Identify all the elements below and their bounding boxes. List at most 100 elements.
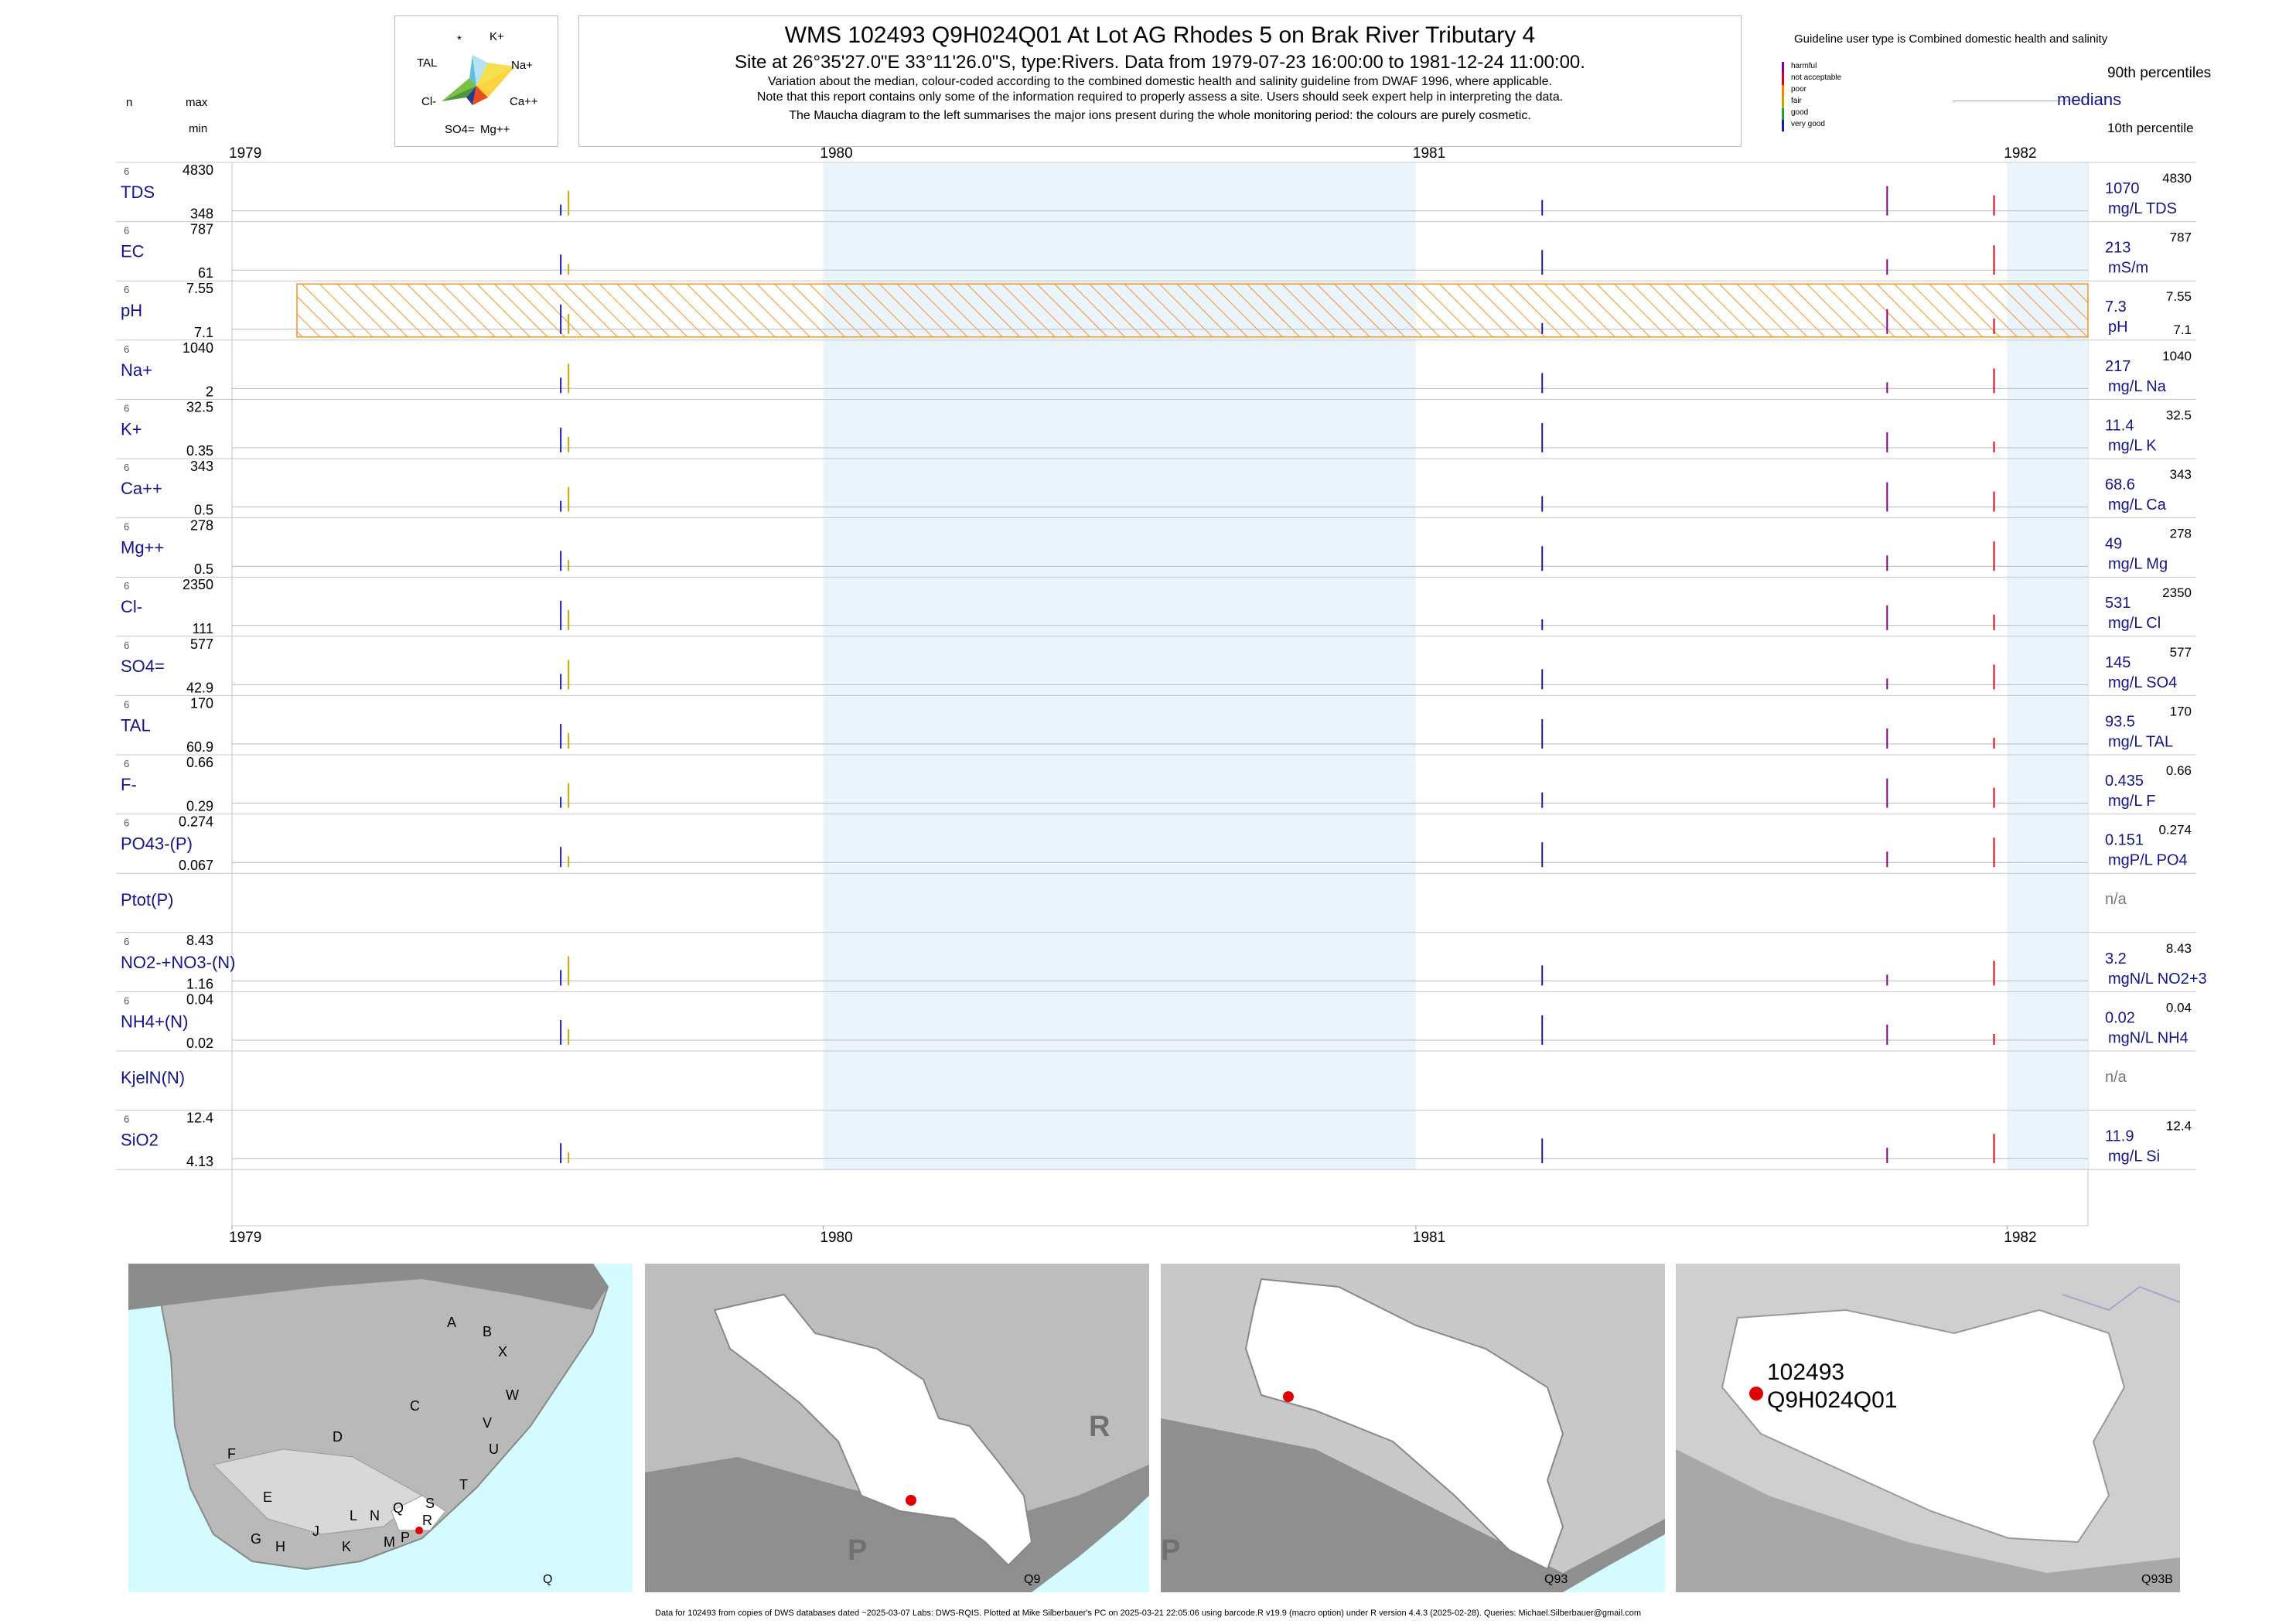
panel-max-NH4: 0.04: [186, 991, 213, 1007]
panel-n-SiO2: 6: [124, 1114, 129, 1125]
panel-unit-Ca: mg/L Ca: [2108, 496, 2167, 513]
panel-p90-TAL: 170: [2170, 704, 2192, 718]
year-tick-bottom-1982: 1982: [2004, 1230, 2036, 1246]
panel-n-F: 6: [124, 758, 129, 769]
panel-label-SiO2: SiO2: [121, 1131, 159, 1150]
panel-max-TDS: 4830: [183, 162, 213, 178]
panel-max-EC: 787: [190, 222, 213, 237]
panel-n-PO4: 6: [124, 817, 129, 829]
legend-class-bar-2: [1782, 85, 1784, 97]
maucha-label-so4: SO4=: [445, 123, 475, 136]
panel-p90-EC: 787: [2170, 230, 2192, 245]
panel-n-NOx: 6: [124, 936, 129, 947]
panel-max-SO4: 577: [190, 636, 213, 652]
map1-region-t: T: [459, 1477, 468, 1493]
note-3: The Maucha diagram to the left summarise…: [789, 109, 1531, 122]
site-label-code: Q9H024Q01: [1767, 1387, 1898, 1413]
panel-median-SiO2: 11.9: [2105, 1128, 2134, 1145]
panel-median-Ptot: n/a: [2105, 891, 2127, 908]
map1-region-k: K: [342, 1539, 352, 1554]
maucha-label-na: Na+: [511, 59, 533, 72]
map1-region-l: L: [350, 1508, 358, 1523]
year-tick-top-1979: 1979: [229, 145, 261, 162]
panel-label-TAL: TAL: [121, 715, 151, 735]
panel-max-Ca: 343: [190, 459, 213, 474]
map1-region-a: A: [447, 1315, 457, 1330]
panel-n-EC: 6: [124, 225, 129, 237]
panel-label-TDS: TDS: [121, 183, 155, 202]
page-subtitle: Site at 26°35'27.0"E 33°11'26.0"S, type:…: [735, 52, 1585, 73]
header-max: max: [186, 96, 208, 109]
panel-label-Na: Na+: [121, 360, 152, 380]
panel-label-pH: pH: [121, 301, 142, 320]
panel-unit-NOx: mgN/L NO2+3: [2108, 971, 2207, 988]
panel-n-Cl: 6: [124, 580, 129, 592]
maucha-diagram: [442, 55, 515, 105]
ph-guideline-band: [296, 283, 2089, 338]
panel-p90-K: 32.5: [2166, 408, 2192, 422]
panel-p90-NH4: 0.04: [2166, 1000, 2192, 1015]
maucha-label-cl: Cl-: [421, 95, 437, 108]
note-1: Variation about the median, colour-coded…: [768, 75, 1552, 88]
map1-region-e: E: [263, 1489, 273, 1505]
maucha-box: * K+ TAL Na+ Cl- Ca++ SO4= Mg++: [394, 15, 558, 147]
map1-region-j: J: [312, 1523, 319, 1539]
panel-p90-Ca: 343: [2170, 467, 2192, 482]
map1-region-v: V: [483, 1415, 493, 1431]
panel-median-TAL: 93.5: [2105, 713, 2135, 730]
footer-text: Data for 102493 from copies of DWS datab…: [655, 1609, 1641, 1618]
legend-class-bar-4: [1782, 108, 1784, 120]
map1-region-u: U: [489, 1441, 499, 1457]
panel-p90-pH: 7.55: [2166, 289, 2192, 304]
panel-min-pH: 7.1: [194, 325, 213, 340]
legend-median: medians: [2057, 90, 2122, 109]
panel-p90-SiO2: 12.4: [2166, 1119, 2192, 1134]
panel-median-F: 0.435: [2105, 773, 2144, 790]
panel-min-SiO2: 4.13: [186, 1154, 213, 1169]
map-q93: P Q93: [1161, 1264, 1665, 1592]
page-title: WMS 102493 Q9H024Q01 At Lot AG Rhodes 5 …: [784, 22, 1536, 48]
map1-region-d: D: [333, 1429, 343, 1445]
panel-unit-EC: mS/m: [2108, 260, 2148, 277]
panel-max-Na: 1040: [183, 340, 213, 356]
panel-label-Mg: Mg++: [121, 538, 164, 558]
panel-n-NH4: 6: [124, 995, 129, 1006]
panel-unit-TAL: mg/L TAL: [2108, 733, 2173, 750]
panel-max-NOx: 8.43: [186, 933, 213, 948]
panel-p90-Cl: 2350: [2162, 585, 2192, 600]
strip-chart: 1979 1979 1980 1980 1981 1981 1982 1982 6 4830 348…: [116, 145, 2207, 1246]
map2-code: Q9: [1024, 1573, 1041, 1586]
panel-min-NOx: 1.16: [186, 976, 213, 991]
map1-code: Q: [543, 1573, 553, 1586]
panel-n-TDS: 6: [124, 165, 129, 177]
legend-class-label-1: not acceptable: [1791, 73, 1842, 82]
panel-unit-NH4: mgN/L NH4: [2108, 1029, 2189, 1046]
legend-class-bar-3: [1782, 97, 1784, 108]
map3-code: Q93: [1544, 1573, 1568, 1586]
panel-label-SO4: SO4=: [121, 657, 165, 676]
year-tick-bottom-1980: 1980: [820, 1230, 852, 1246]
map1-region-p: P: [401, 1530, 411, 1545]
year-tick-top-1981: 1981: [1413, 145, 1445, 162]
panel-median-PO4: 0.151: [2105, 832, 2144, 849]
panel-p10-pH: 7.1: [2173, 322, 2192, 337]
panel-label-PO4: PO43-(P): [121, 834, 193, 854]
panel-n-K: 6: [124, 402, 129, 414]
panel-median-NOx: 3.2: [2105, 950, 2127, 967]
legend-class-label-3: fair: [1791, 97, 1802, 105]
legend-class-label-2: poor: [1791, 85, 1807, 94]
panel-min-NH4: 0.02: [186, 1035, 213, 1051]
panel-min-F: 0.29: [186, 799, 213, 814]
map1-region-b: B: [483, 1324, 493, 1339]
note-2: Note that this report contains only some…: [756, 90, 1564, 104]
panel-median-KjelN: n/a: [2105, 1069, 2127, 1086]
legend-class-bar-1: [1782, 73, 1784, 85]
panel-p90-NOx: 8.43: [2166, 941, 2192, 956]
panel-median-Cl: 531: [2105, 595, 2131, 612]
panel-median-NH4: 0.02: [2105, 1009, 2135, 1026]
panel-label-EC: EC: [121, 242, 145, 261]
panel-n-SO4: 6: [124, 640, 129, 651]
panel-label-K: K+: [121, 419, 142, 438]
map-q93b: 102493 Q9H024Q01 Q93B: [1676, 1264, 2180, 1592]
panel-max-pH: 7.55: [186, 281, 213, 296]
